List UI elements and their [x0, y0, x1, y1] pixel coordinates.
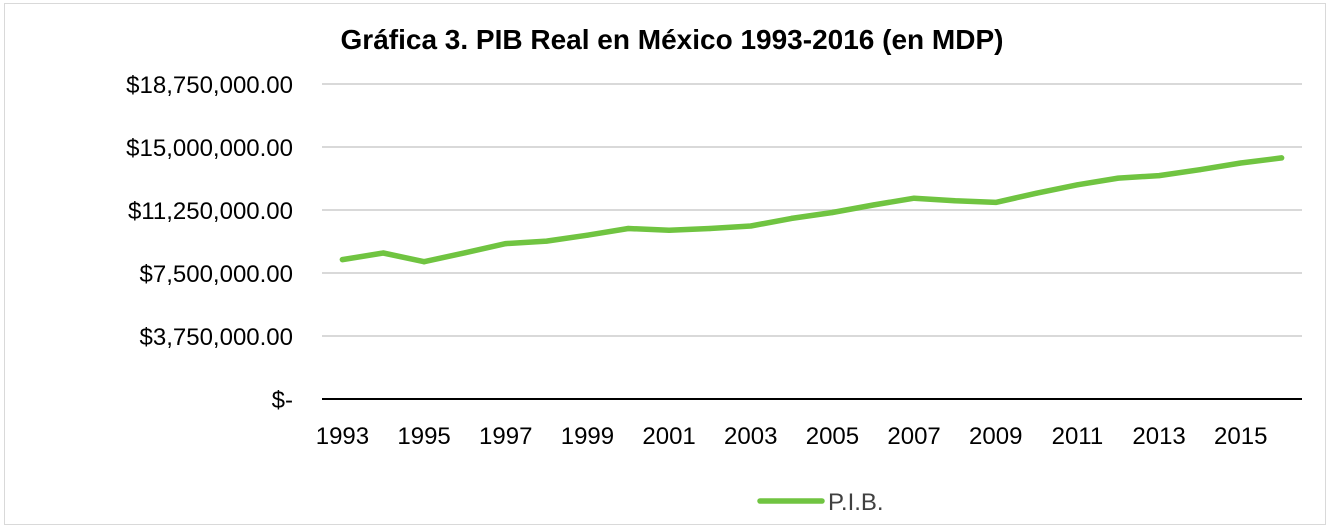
- data-point: [462, 250, 468, 256]
- data-point: [829, 209, 836, 216]
- data-point: [421, 259, 427, 265]
- series-group: [339, 155, 1285, 265]
- y-tick-label: $-: [272, 387, 293, 414]
- chart-title: Gráfica 3. PIB Real en México 1993-2016 …: [341, 24, 1004, 55]
- x-axis-ticks: 1993 1995 1997 1999 2001 2003 2005 2007 2009 2011…: [316, 423, 1268, 450]
- chart-frame: [4, 3, 1326, 525]
- y-axis-ticks: $18,750,000.00 $15,000,000.00 $11,250,000.…: [126, 72, 293, 414]
- y-tick-label: $7,500,000.00: [140, 261, 293, 288]
- data-point: [1033, 190, 1040, 196]
- data-point: [666, 227, 672, 233]
- x-tick-label: 2013: [1132, 423, 1185, 450]
- data-point: [339, 256, 346, 263]
- x-tick-label: 1995: [397, 423, 450, 450]
- series-line: [339, 155, 1285, 265]
- x-tick-label: 2011: [1052, 423, 1104, 450]
- legend: P.I.B.: [757, 489, 884, 516]
- x-tick-label: 2009: [969, 423, 1022, 450]
- data-point: [707, 225, 713, 232]
- x-tick-label: 1993: [316, 423, 369, 450]
- x-tick-label: 2001: [642, 423, 695, 450]
- legend-label: P.I.B.: [828, 489, 884, 516]
- data-point: [911, 195, 917, 201]
- x-tick-label: 2003: [724, 423, 777, 450]
- data-point: [952, 198, 958, 204]
- y-tick-label: $3,750,000.00: [140, 324, 293, 351]
- data-point: [1115, 175, 1121, 181]
- data-point: [1156, 172, 1162, 179]
- x-tick-label: 2005: [806, 423, 859, 450]
- x-tick-label: 2007: [887, 423, 940, 450]
- data-point: [503, 241, 509, 247]
- data-point: [748, 223, 754, 229]
- data-point: [584, 232, 591, 238]
- data-point: [1238, 160, 1244, 166]
- y-tick-label: $18,750,000.00: [126, 72, 293, 99]
- y-tick-label: $11,250,000.00: [128, 198, 293, 225]
- data-point: [870, 202, 876, 208]
- x-tick-label: 1997: [479, 423, 532, 450]
- y-tick-label: $15,000,000.00: [126, 135, 293, 162]
- data-point: [543, 238, 550, 244]
- data-point: [625, 225, 631, 232]
- data-point: [788, 215, 795, 221]
- data-point: [380, 250, 386, 256]
- x-tick-label: 1999: [561, 423, 614, 450]
- data-point: [1278, 155, 1285, 161]
- data-point: [1074, 182, 1081, 188]
- data-point: [993, 199, 999, 206]
- gridlines: [322, 83, 1302, 337]
- data-point: [1197, 167, 1203, 173]
- x-tick-label: 2015: [1214, 423, 1267, 450]
